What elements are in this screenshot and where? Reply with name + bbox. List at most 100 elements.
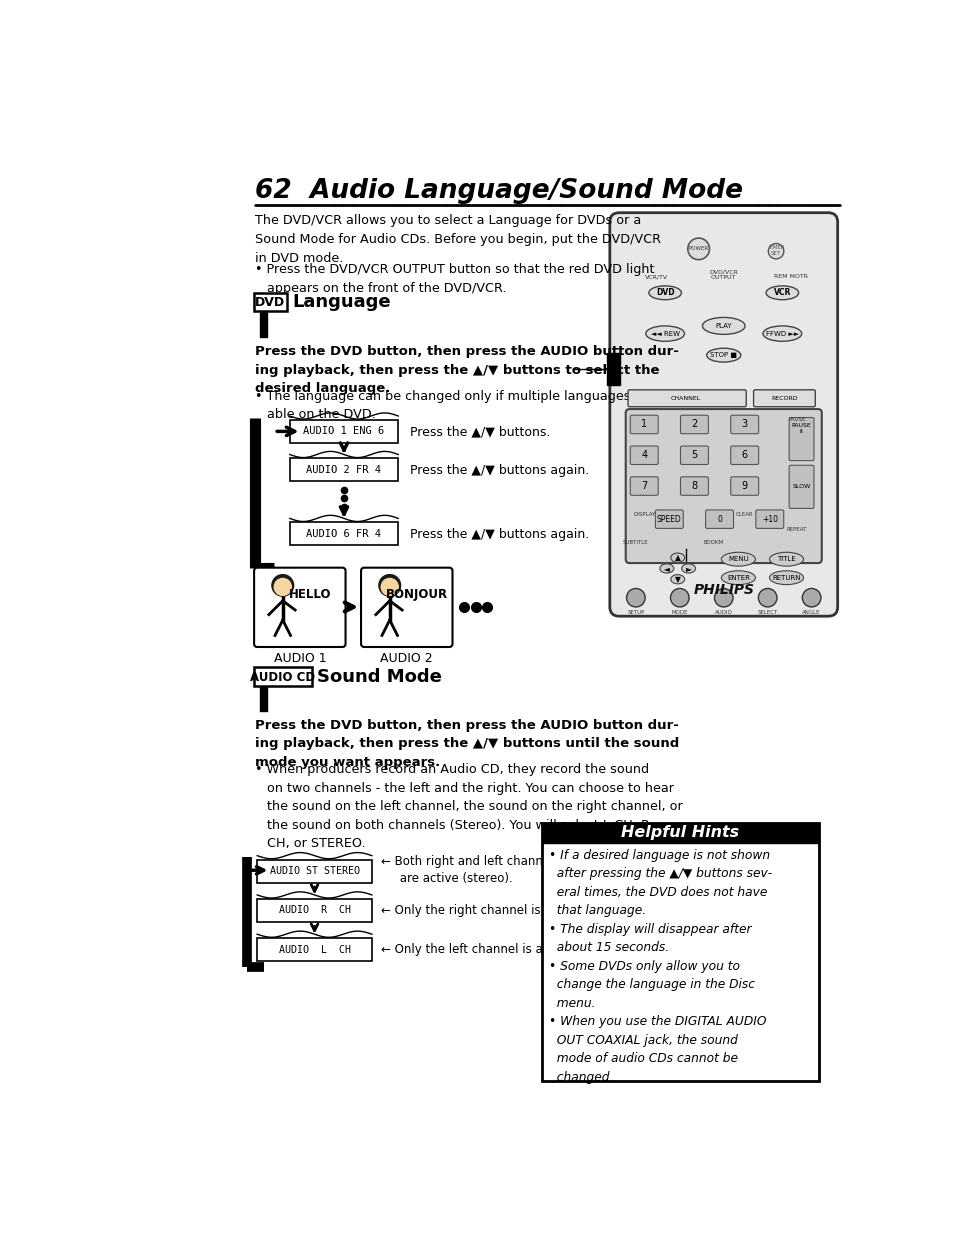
FancyBboxPatch shape [679, 477, 708, 495]
Text: ENTER: ENTER [726, 574, 749, 580]
Text: DVD/VCR
OUTPUT: DVD/VCR OUTPUT [709, 269, 738, 280]
Circle shape [626, 589, 644, 606]
Text: ANGLE: ANGLE [801, 610, 820, 615]
Circle shape [272, 574, 294, 596]
Text: 9: 9 [740, 481, 747, 491]
FancyBboxPatch shape [609, 213, 837, 616]
Text: AUDIO 1 ENG 6: AUDIO 1 ENG 6 [303, 427, 384, 436]
Text: PAUSE: PAUSE [787, 417, 805, 422]
FancyBboxPatch shape [360, 568, 452, 647]
Text: BONJOUR: BONJOUR [386, 588, 448, 600]
Bar [257, 899, 372, 921]
Ellipse shape [720, 570, 755, 584]
Text: Press the DVD button, then press the AUDIO button dur-
ing playback, then press : Press the DVD button, then press the AUD… [254, 719, 679, 769]
Ellipse shape [762, 326, 801, 341]
FancyBboxPatch shape [730, 415, 758, 434]
Text: PHILIPS: PHILIPS [693, 583, 754, 596]
Circle shape [670, 589, 688, 606]
Bar [290, 420, 397, 443]
Ellipse shape [769, 552, 802, 567]
FancyBboxPatch shape [253, 293, 286, 310]
Text: 4: 4 [640, 450, 647, 460]
Bar [541, 822, 819, 843]
Ellipse shape [680, 564, 695, 573]
FancyBboxPatch shape [630, 415, 658, 434]
Text: • Press the DVD/VCR OUTPUT button so that the red DVD light
   appears on the fr: • Press the DVD/VCR OUTPUT button so tha… [254, 263, 654, 295]
Text: RECORD: RECORD [770, 396, 797, 401]
Text: DISPLAY: DISPLAY [633, 512, 655, 517]
Text: HELLO: HELLO [289, 588, 331, 600]
Text: TIMER
SET: TIMER SET [767, 246, 783, 255]
Circle shape [801, 589, 821, 606]
Text: BOOKM: BOOKM [702, 539, 722, 544]
FancyBboxPatch shape [788, 418, 813, 460]
FancyBboxPatch shape [755, 510, 783, 528]
FancyBboxPatch shape [627, 389, 745, 407]
Text: 7: 7 [640, 481, 647, 491]
Text: DVD: DVD [655, 288, 674, 298]
Text: Language: Language [292, 293, 391, 311]
Text: ← Only the left channel is active.: ← Only the left channel is active. [381, 944, 575, 956]
FancyBboxPatch shape [655, 510, 682, 528]
Text: Press the ▲/▼ buttons again.: Press the ▲/▼ buttons again. [410, 528, 589, 541]
Text: PAUSE
II: PAUSE II [791, 423, 811, 434]
Text: AUDIO  R  CH: AUDIO R CH [278, 905, 350, 915]
Text: SETUP: SETUP [626, 610, 644, 615]
FancyBboxPatch shape [730, 477, 758, 495]
Bar [290, 522, 397, 546]
Text: +10: +10 [761, 515, 777, 523]
Text: ◄: ◄ [663, 564, 669, 573]
Text: AUDIO 1: AUDIO 1 [274, 651, 326, 665]
Text: PLAY: PLAY [715, 322, 731, 329]
Ellipse shape [670, 574, 684, 584]
Text: VCR/TV: VCR/TV [644, 274, 668, 279]
FancyBboxPatch shape [253, 568, 345, 647]
FancyBboxPatch shape [630, 446, 658, 465]
Text: Press the ▲/▼ buttons again.: Press the ▲/▼ buttons again. [410, 464, 589, 477]
Text: ◄◄ REW: ◄◄ REW [650, 331, 679, 336]
Ellipse shape [645, 326, 684, 341]
Bar [257, 937, 372, 961]
Text: Helpful Hints: Helpful Hints [620, 826, 739, 841]
Text: POWER: POWER [688, 247, 708, 252]
Text: The DVD/VCR allows you to select a Language for DVDs or a
Sound Mode for Audio C: The DVD/VCR allows you to select a Langu… [254, 215, 660, 265]
Text: 0: 0 [717, 515, 721, 523]
Text: ►: ► [685, 564, 691, 573]
Text: SUBTITLE: SUBTITLE [622, 539, 648, 544]
Bar [259, 312, 266, 337]
Text: • When producers record an Audio CD, they record the sound
   on two channels - : • When producers record an Audio CD, the… [254, 764, 682, 851]
Text: REPEAT: REPEAT [786, 527, 806, 532]
Text: AUDIO 2: AUDIO 2 [380, 651, 433, 665]
Bar [607, 353, 619, 386]
Text: • The language can be changed only if multiple languages are avail-
   able on t: • The language can be changed only if mu… [254, 389, 694, 422]
FancyBboxPatch shape [679, 446, 708, 465]
Bar [257, 859, 372, 883]
Text: VCR: VCR [773, 288, 790, 298]
Ellipse shape [769, 570, 802, 584]
Text: TITLE: TITLE [777, 557, 795, 562]
Text: SELECT: SELECT [757, 610, 777, 615]
Circle shape [381, 578, 397, 595]
Text: 1: 1 [640, 419, 647, 429]
Text: 6: 6 [740, 450, 747, 460]
FancyBboxPatch shape [630, 477, 658, 495]
FancyBboxPatch shape [753, 389, 815, 407]
Text: Press the DVD button, then press the AUDIO button dur-
ing playback, then press : Press the DVD button, then press the AUD… [254, 345, 678, 396]
Text: MODE: MODE [671, 610, 687, 615]
Text: SLOW: SLOW [792, 485, 810, 490]
Text: ▼: ▼ [674, 574, 679, 584]
Text: AUDIO CD: AUDIO CD [250, 671, 315, 683]
Ellipse shape [670, 553, 684, 562]
Text: Press the ▲/▼ buttons.: Press the ▲/▼ buttons. [410, 425, 550, 439]
Text: REM MOTR: REM MOTR [773, 274, 807, 279]
Text: ← Only the right channel is active.: ← Only the right channel is active. [381, 904, 583, 916]
Ellipse shape [706, 348, 740, 362]
Text: MENU: MENU [727, 557, 748, 562]
Text: AUDIO 2 FR 4: AUDIO 2 FR 4 [306, 465, 381, 475]
Ellipse shape [720, 552, 755, 567]
Text: Sound Mode: Sound Mode [316, 668, 441, 686]
Text: RETURN: RETURN [772, 574, 800, 580]
Circle shape [758, 589, 776, 606]
Text: DVD: DVD [255, 295, 285, 309]
FancyBboxPatch shape [730, 446, 758, 465]
